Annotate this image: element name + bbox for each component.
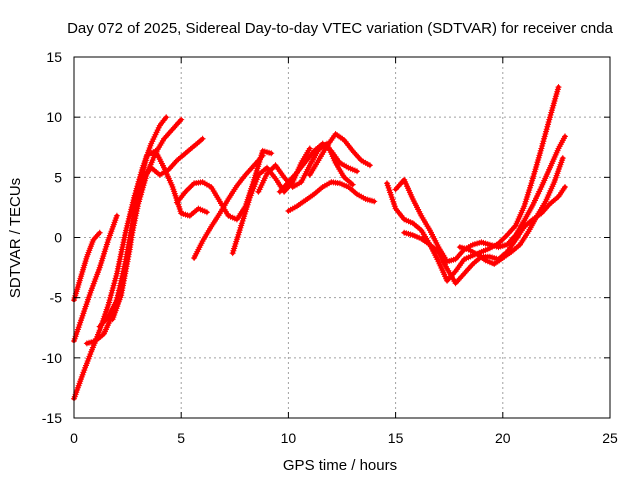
x-axis-ticks: 0 5 10 15 20 25 [70,57,618,446]
series-track-13 [306,131,373,178]
data-point-marker [354,168,360,175]
data-point-marker [163,114,170,121]
data-point-marker [562,184,568,190]
y-tick-label: -10 [42,350,62,366]
series-track-1 [71,229,103,304]
y-tick-label: 5 [54,169,62,185]
y-tick-label: -5 [50,290,63,306]
series-track-16 [401,184,568,287]
series-track-2 [71,212,120,344]
series-track-12 [285,179,378,214]
x-tick-label: 15 [388,430,404,446]
data-point-marker [199,135,206,142]
data-point-marker [371,198,378,205]
data-point-marker [366,162,373,169]
y-tick-label: 0 [54,230,62,246]
y-axis-label: SDTVAR / TECUs [7,178,24,298]
x-tick-label: 10 [281,430,297,446]
x-tick-label: 20 [495,430,511,446]
x-tick-label: 0 [70,430,78,446]
data-point-marker [113,212,120,219]
series-track [402,185,567,286]
x-tick-label: 25 [602,430,618,446]
data-point-marker [268,150,275,157]
series-track-5 [96,135,206,330]
data-point-marker [559,155,566,162]
data-point-marker [555,84,562,91]
data-point-marker [349,181,356,188]
series-track-17 [456,155,566,267]
series-track-11 [276,140,360,195]
chart-title: Day 072 of 2025, Sidereal Day-to-day VTE… [67,20,613,37]
data-point-marker [306,145,313,152]
x-axis-label: GPS time / hours [283,457,397,474]
x-tick-label: 5 [177,430,185,446]
y-tick-label: -15 [42,410,62,426]
grid [74,57,610,418]
data-point-marker [562,133,568,140]
y-axis-ticks: 15 10 5 0 -5 -10 -15 [42,49,610,426]
data-point-marker [96,229,103,236]
series-track-6 [109,147,210,323]
data-point-marker [178,116,185,123]
data-marks [71,84,568,402]
series-track-10 [255,140,356,195]
y-tick-label: 15 [46,49,62,65]
y-tick-label: 10 [46,109,62,125]
data-point-marker [203,209,210,216]
series-track [192,153,265,260]
